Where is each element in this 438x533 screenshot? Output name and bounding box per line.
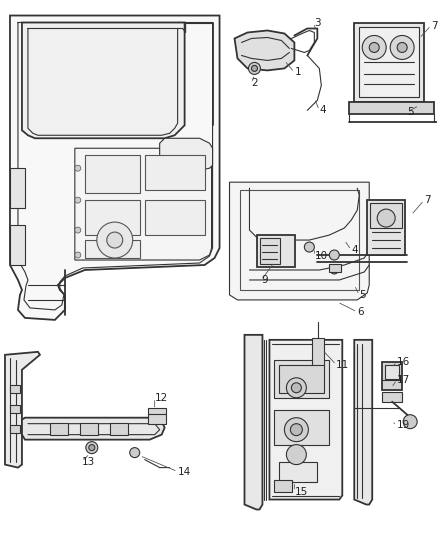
Bar (382, 362, 402, 390)
Bar (349, 102, 434, 114)
Bar (275, 410, 329, 445)
Circle shape (403, 415, 417, 429)
Text: 13: 13 (82, 457, 95, 466)
Circle shape (248, 62, 261, 75)
Text: 11: 11 (336, 360, 350, 370)
Bar (85, 200, 140, 235)
Circle shape (97, 222, 133, 258)
Circle shape (284, 418, 308, 442)
Circle shape (290, 424, 302, 435)
Circle shape (75, 197, 81, 203)
Text: 7: 7 (431, 20, 438, 30)
Circle shape (304, 242, 314, 252)
Circle shape (89, 445, 95, 450)
Polygon shape (269, 340, 342, 499)
Bar (367, 200, 405, 255)
Text: 10: 10 (314, 251, 328, 261)
Bar (10, 225, 25, 265)
Bar (370, 203, 402, 228)
Text: 3: 3 (314, 18, 321, 28)
Text: 12: 12 (155, 393, 168, 403)
Circle shape (390, 36, 414, 60)
Circle shape (75, 165, 81, 171)
Bar (240, 190, 359, 290)
Polygon shape (10, 15, 219, 320)
Circle shape (86, 442, 98, 454)
Circle shape (291, 383, 301, 393)
Polygon shape (22, 22, 184, 138)
Text: 6: 6 (357, 307, 364, 317)
Bar (148, 408, 166, 424)
Polygon shape (160, 138, 212, 170)
Bar (10, 168, 25, 208)
Polygon shape (75, 148, 212, 260)
Circle shape (75, 252, 81, 258)
Bar (385, 365, 399, 379)
Text: 5: 5 (359, 290, 366, 300)
Text: 4: 4 (319, 106, 326, 115)
Bar (110, 423, 128, 434)
Text: 19: 19 (397, 419, 410, 430)
Bar (85, 240, 140, 258)
Circle shape (107, 232, 123, 248)
Bar (80, 423, 98, 434)
Polygon shape (354, 340, 372, 505)
Circle shape (329, 250, 339, 260)
Bar (85, 155, 140, 193)
Circle shape (251, 66, 258, 71)
Circle shape (259, 250, 269, 260)
Bar (382, 392, 402, 402)
Text: 14: 14 (178, 466, 191, 477)
Polygon shape (22, 418, 165, 440)
Bar (10, 405, 20, 413)
Bar (50, 423, 68, 434)
Bar (279, 462, 318, 481)
Bar (145, 155, 205, 190)
Bar (275, 480, 293, 491)
Circle shape (377, 209, 395, 227)
Bar (258, 235, 295, 267)
Text: 9: 9 (261, 275, 268, 285)
Polygon shape (5, 352, 40, 467)
Circle shape (369, 43, 379, 52)
Polygon shape (234, 30, 294, 70)
Polygon shape (230, 182, 369, 300)
Bar (261, 238, 280, 264)
Circle shape (286, 445, 306, 465)
Text: 4: 4 (351, 245, 358, 255)
Text: 2: 2 (251, 78, 258, 88)
Text: 15: 15 (294, 487, 307, 497)
Bar (359, 28, 419, 98)
Text: 1: 1 (294, 67, 301, 77)
Circle shape (362, 36, 386, 60)
Circle shape (330, 266, 338, 274)
Bar (10, 425, 20, 433)
Text: 5: 5 (407, 107, 414, 117)
Circle shape (397, 43, 407, 52)
Text: 7: 7 (424, 195, 431, 205)
Bar (275, 360, 329, 398)
Polygon shape (244, 335, 262, 510)
Circle shape (130, 448, 140, 458)
Bar (354, 22, 424, 102)
Bar (10, 385, 20, 393)
Circle shape (286, 378, 306, 398)
Text: 17: 17 (397, 375, 410, 385)
Circle shape (75, 227, 81, 233)
Text: 16: 16 (397, 357, 410, 367)
Bar (312, 338, 324, 366)
Bar (279, 365, 324, 393)
Bar (145, 200, 205, 235)
Bar (329, 264, 341, 272)
